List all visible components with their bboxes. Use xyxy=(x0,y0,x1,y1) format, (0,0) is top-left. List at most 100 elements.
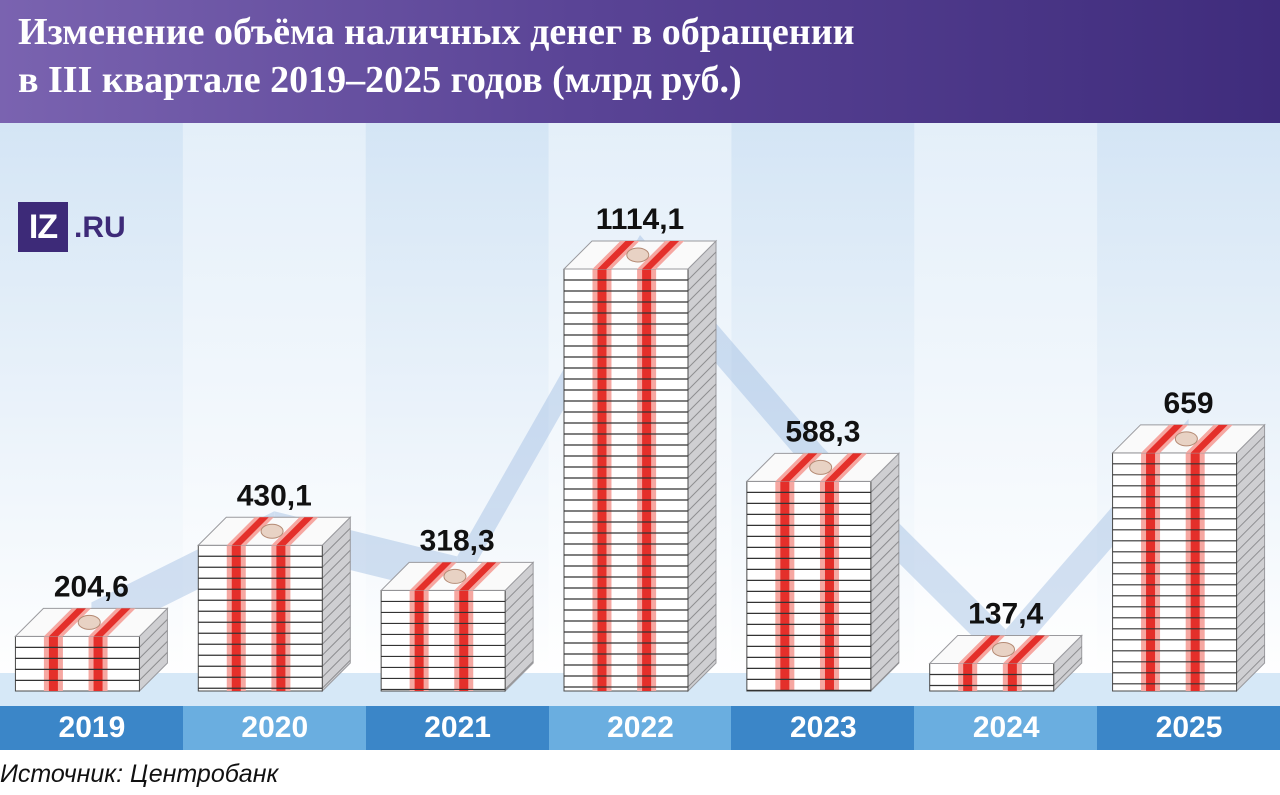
stack-side-line xyxy=(687,504,717,534)
stack-side-line xyxy=(687,372,717,402)
value-label-2025: 659 xyxy=(1164,387,1214,420)
strap-top-red xyxy=(93,608,131,637)
stack-side-line xyxy=(321,626,351,656)
strap-top-red xyxy=(414,562,452,591)
x-axis-year-labels: 2019 2020 2021 2022 2023 2024 2025 xyxy=(0,706,1280,750)
stack-side-line xyxy=(504,639,534,668)
stack-side-line xyxy=(1236,534,1265,564)
value-label-2020: 430,1 xyxy=(237,479,312,512)
stack-front xyxy=(929,663,1055,692)
stack-front xyxy=(563,268,689,692)
strap-top-red xyxy=(642,241,680,269)
chart-title-line-2: в III квартале 2019–2025 годов (млрд руб… xyxy=(18,59,742,101)
strap-top-red xyxy=(276,517,314,546)
stack-side-line xyxy=(870,640,900,669)
stack-side-line xyxy=(1236,468,1265,498)
strap-top-red xyxy=(1190,424,1228,453)
bar-2019: 204,6 xyxy=(14,570,169,693)
chart-plot-area: 204,6 430,1 318,3 1114,1 588,3 137,4 659 xyxy=(0,123,1280,706)
strap-top-red xyxy=(48,608,86,637)
banknote-emblem-icon xyxy=(443,568,467,584)
stack-side-line xyxy=(687,614,717,644)
banknote-emblem-icon xyxy=(626,247,650,263)
stack-side-line xyxy=(687,427,717,457)
stack-side-line xyxy=(687,471,717,501)
stack-side-line xyxy=(1236,611,1265,641)
stack-side-line xyxy=(870,574,900,603)
stack-side-line xyxy=(1236,655,1265,685)
stack-side-line xyxy=(687,317,717,347)
stack-side-line xyxy=(1236,446,1265,476)
stack-side-line xyxy=(870,486,900,515)
x-tick-label-2025: 2025 xyxy=(1097,706,1280,750)
stack-side-line xyxy=(321,604,351,634)
bar-2023: 588,3 xyxy=(745,415,901,693)
stack-side-line xyxy=(139,630,168,659)
stack-side-line xyxy=(687,350,717,380)
stack-side-line xyxy=(687,537,717,567)
stack-side-line xyxy=(687,515,717,545)
strap-top-red xyxy=(1007,635,1045,664)
background-column xyxy=(914,123,1099,683)
stack-side-line xyxy=(687,284,717,314)
stack-side-line xyxy=(1236,435,1265,465)
bar-2021: 318,3 xyxy=(379,524,535,693)
stack-side-line xyxy=(321,538,351,568)
strap-red xyxy=(824,481,834,691)
stack-side-line xyxy=(321,527,351,557)
stack-side-line xyxy=(870,651,900,680)
stack-side-line xyxy=(504,584,534,613)
strap-red xyxy=(1190,452,1200,691)
stack-side-line xyxy=(687,306,717,336)
stack-side-line xyxy=(321,593,351,623)
value-label-2023: 588,3 xyxy=(785,415,860,448)
stack-side-line xyxy=(321,560,351,590)
strap-red xyxy=(1146,452,1156,691)
x-tick-label-2020: 2020 xyxy=(182,706,367,750)
stack-side-line xyxy=(870,618,900,647)
strap-red xyxy=(231,545,241,691)
stack-side-line xyxy=(870,607,900,636)
stack-side-line xyxy=(687,592,717,622)
stack-side-line xyxy=(321,637,351,667)
stack-side-line xyxy=(321,571,351,601)
chart-header: Изменение объёма наличных денег в обраще… xyxy=(0,0,1280,123)
stack-side-line xyxy=(1236,490,1265,520)
strap-red xyxy=(276,545,286,691)
value-label-2022: 1114,1 xyxy=(596,203,684,236)
banknote-emblem-icon xyxy=(992,642,1016,658)
stack-side-line xyxy=(1236,501,1265,531)
stack-side-line xyxy=(687,295,717,325)
x-tick-label-2023: 2023 xyxy=(731,706,916,750)
banknote-emblem-icon xyxy=(809,459,833,475)
x-tick-label-2024: 2024 xyxy=(914,706,1099,750)
stack-side-line xyxy=(504,628,534,657)
stack-side-line xyxy=(1236,512,1265,542)
stack-side-line xyxy=(687,548,717,578)
stack-side-line xyxy=(321,549,351,579)
strap-top-red xyxy=(597,241,635,269)
stack-side-line xyxy=(687,482,717,512)
stack-side-line xyxy=(321,659,351,689)
stack-side-line xyxy=(139,652,168,681)
strap-red xyxy=(93,636,103,691)
strap-red xyxy=(48,636,58,691)
stack-side-line xyxy=(1236,556,1265,586)
stack-side-line xyxy=(687,405,717,435)
stack-side-line xyxy=(687,416,717,446)
stack-side-line xyxy=(870,475,900,504)
logo-mark: IZ xyxy=(18,202,68,252)
stack-side-line xyxy=(687,262,717,292)
stack-side-line xyxy=(1236,589,1265,619)
stack-side-line xyxy=(504,617,534,646)
x-tick-label-2021: 2021 xyxy=(365,706,550,750)
bar-2025: 659 xyxy=(1111,387,1266,693)
stack-side-line xyxy=(1236,622,1265,652)
stack-side-line xyxy=(504,573,534,602)
stack-side-line xyxy=(1053,646,1083,675)
stack-side-line xyxy=(687,526,717,556)
strap-red xyxy=(963,663,973,691)
stack-side-line xyxy=(687,460,717,490)
banknote-emblem-icon xyxy=(1174,431,1198,447)
stack-side-line xyxy=(870,497,900,526)
